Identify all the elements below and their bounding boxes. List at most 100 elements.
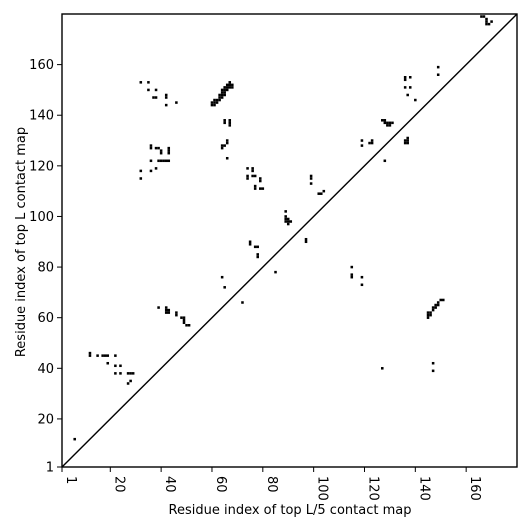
contact-point — [225, 86, 229, 89]
contact-point — [256, 253, 259, 256]
contact-point — [370, 141, 374, 145]
contact-point — [175, 313, 178, 317]
contact-point — [408, 86, 412, 89]
contact-point — [154, 167, 158, 170]
contact-point — [383, 121, 387, 125]
contact-point — [284, 215, 287, 218]
data-points — [73, 15, 493, 441]
contact-point — [147, 81, 150, 84]
contact-point — [431, 306, 435, 309]
contact-point — [253, 174, 257, 178]
contact-point — [368, 141, 371, 145]
contact-point — [248, 240, 252, 244]
contact-point — [259, 179, 262, 183]
contact-point — [223, 91, 226, 94]
contact-point — [256, 255, 259, 259]
contact-point — [73, 437, 76, 441]
contact-point — [167, 149, 171, 152]
contact-point — [350, 273, 354, 276]
contact-point — [218, 93, 221, 97]
contact-point — [251, 174, 254, 178]
contact-point — [482, 15, 486, 18]
contact-point — [164, 311, 168, 314]
contact-point — [119, 364, 122, 368]
contact-point — [149, 169, 153, 173]
contact-point — [286, 217, 290, 221]
contact-point — [406, 93, 409, 97]
contact-point — [485, 22, 488, 26]
contact-point — [164, 93, 168, 97]
contact-point — [414, 98, 417, 102]
contact-point — [429, 311, 432, 314]
contact-point — [162, 159, 165, 163]
contact-point — [129, 379, 132, 383]
contact-point — [431, 369, 435, 373]
contact-point — [220, 88, 224, 92]
contact-point — [406, 136, 409, 140]
contact-point — [88, 351, 92, 355]
contact-point — [175, 101, 178, 104]
contact-point — [149, 146, 153, 150]
contact-point — [304, 237, 308, 241]
contact-point — [403, 86, 407, 89]
contact-point — [289, 220, 293, 223]
contact-point — [241, 301, 244, 304]
contact-point — [231, 83, 234, 87]
contact-point — [149, 159, 153, 163]
contact-point — [403, 78, 407, 82]
contact-point — [147, 88, 150, 92]
x-tick-label: 60 — [213, 476, 228, 493]
y-tick-label: 100 — [29, 210, 54, 225]
contact-point — [139, 169, 143, 173]
contact-point — [442, 298, 445, 302]
contact-point — [167, 151, 171, 155]
contact-point — [228, 124, 232, 127]
y-tick-label: 60 — [37, 311, 54, 326]
contact-point — [360, 139, 364, 142]
contact-point — [320, 192, 323, 195]
contact-point — [251, 169, 254, 173]
contact-point — [228, 119, 232, 122]
contact-point — [180, 316, 183, 319]
contact-point — [182, 318, 186, 322]
contact-point — [228, 86, 232, 89]
contact-point — [187, 324, 191, 327]
contact-point — [490, 20, 493, 23]
contact-point — [223, 121, 226, 125]
contact-point — [164, 308, 168, 312]
contact-point — [223, 86, 226, 89]
contact-point — [182, 316, 186, 319]
contact-point — [246, 177, 249, 180]
contact-point — [223, 119, 226, 122]
contact-point — [215, 98, 219, 102]
contact-point — [157, 146, 160, 150]
contact-point — [322, 189, 326, 193]
contact-point — [220, 275, 224, 279]
y-tick-label: 1 — [46, 461, 54, 476]
contact-point — [360, 283, 364, 287]
contact-point — [485, 17, 488, 21]
contact-point — [309, 182, 313, 185]
contact-point — [175, 311, 178, 314]
contact-point — [436, 301, 440, 304]
contact-point — [159, 149, 163, 152]
contact-point — [286, 220, 290, 223]
contact-point — [403, 76, 407, 79]
contact-point — [436, 303, 440, 307]
contact-point — [139, 177, 143, 180]
contact-point — [231, 86, 234, 89]
contact-point — [246, 174, 249, 178]
contact-point — [251, 167, 254, 170]
contact-point — [253, 245, 257, 249]
contact-point — [129, 372, 132, 375]
x-axis-ticks: 1 20 40 60 80 100 120 140 160 — [61, 467, 482, 501]
contact-point — [210, 103, 214, 107]
x-tick-label: 140 — [416, 476, 431, 501]
contact-point — [213, 103, 216, 107]
contact-point — [149, 144, 153, 147]
contact-point — [152, 96, 155, 99]
contact-point — [228, 83, 232, 87]
plot-frame — [61, 13, 518, 468]
contact-point — [210, 101, 214, 104]
